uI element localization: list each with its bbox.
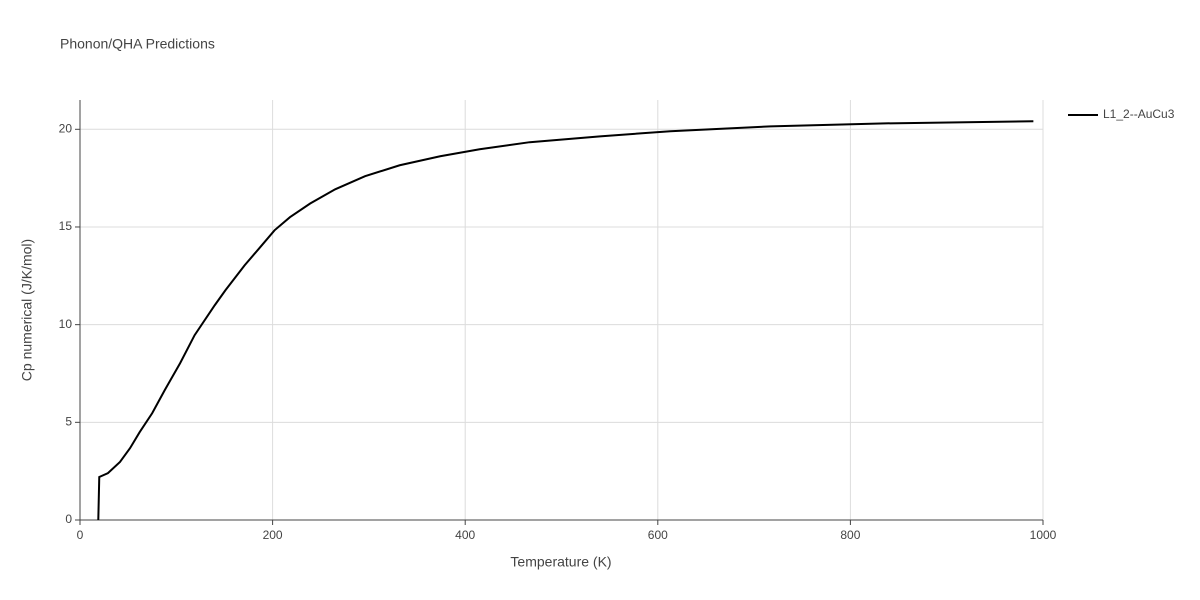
y-tick-label: 0 — [65, 512, 72, 526]
x-tick-label: 1000 — [1030, 528, 1057, 542]
x-axis-label: Temperature (K) — [510, 554, 611, 570]
y-tick-label: 15 — [59, 219, 73, 233]
y-tick-label: 10 — [59, 317, 73, 331]
legend-label: L1_2--AuCu3 — [1103, 107, 1175, 121]
y-tick-label: 20 — [59, 121, 73, 135]
x-tick-label: 0 — [77, 528, 84, 542]
x-tick-label: 600 — [648, 528, 668, 542]
series-line — [97, 120, 1034, 521]
chart-title: Phonon/QHA Predictions — [60, 36, 215, 52]
y-tick-label: 5 — [65, 414, 72, 428]
x-tick-label: 200 — [263, 528, 283, 542]
x-tick-label: 400 — [455, 528, 475, 542]
x-tick-label: 800 — [840, 528, 860, 542]
y-axis-label: Cp numerical (J/K/mol) — [19, 239, 35, 381]
